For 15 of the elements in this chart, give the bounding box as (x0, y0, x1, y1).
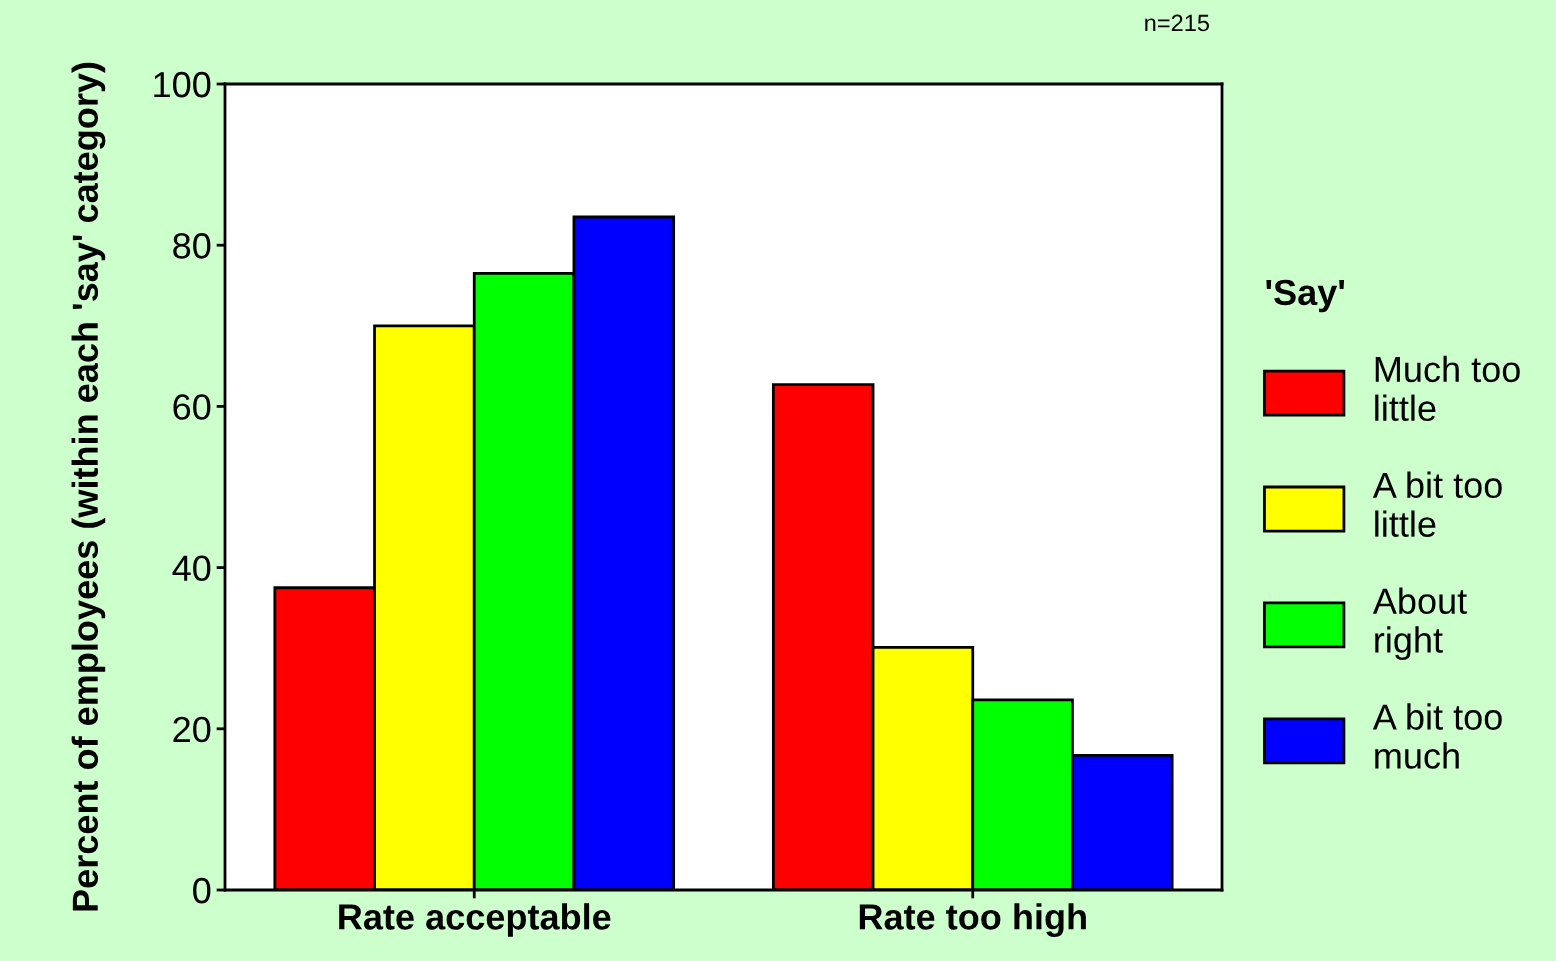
legend-label: A bit too much (1372, 703, 1502, 769)
x-tick-label: Rate acceptable (339, 903, 611, 937)
y-axis-title: Percent of employees (within each 'say' category) (71, 62, 106, 911)
legend-label: A bit too little (1372, 471, 1502, 537)
y-tick-label: 60 (173, 394, 211, 420)
legend-title: 'Say' (1266, 279, 1345, 313)
text: n=215 (1145, 14, 1210, 32)
y-tick-label: 100 (154, 71, 211, 98)
legend-label: Much too little (1375, 355, 1520, 422)
y-tick-label: 80 (173, 233, 211, 259)
legend-label: About right (1372, 587, 1467, 661)
y-tick-label: 20 (173, 716, 211, 743)
x-tick-label: Rate too high (859, 903, 1086, 938)
y-tick-label: 40 (172, 555, 211, 582)
y-tick-label: 0 (193, 877, 211, 904)
